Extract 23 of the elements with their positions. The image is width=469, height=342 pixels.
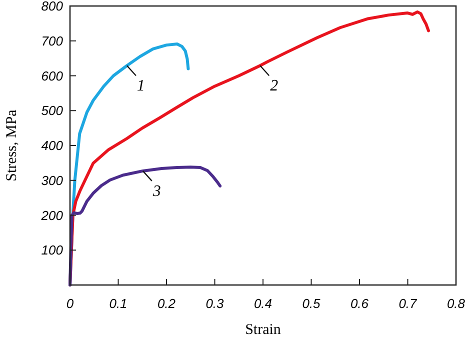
y-tick-label: 400 <box>41 138 64 153</box>
x-tick-label: 0 <box>66 296 74 311</box>
x-tick-label: 0.8 <box>446 296 466 311</box>
y-tick-label: 300 <box>41 172 64 188</box>
y-tick-label: 500 <box>41 103 64 118</box>
x-tick-label: 0.2 <box>157 296 176 311</box>
annotation: 2 <box>270 78 278 95</box>
x-tick-label: 0.5 <box>302 296 322 311</box>
y-axis-title: Stress, MPa <box>4 109 20 182</box>
y-tick-label: 200 <box>40 208 64 223</box>
y-tick-label: 800 <box>41 0 64 14</box>
x-tick-label: 0.7 <box>398 296 418 311</box>
y-tick-label: 100 <box>41 242 64 258</box>
annotation: 3 <box>152 182 161 200</box>
x-axis-title: Strain <box>245 322 282 338</box>
x-tick-label: 0.4 <box>254 296 272 311</box>
annotation: 1 <box>136 78 145 95</box>
line-series <box>68 166 222 286</box>
x-tick-label: 0.3 <box>206 296 225 311</box>
x-tick-label: 0.6 <box>350 296 370 311</box>
y-tick-label: 700 <box>41 33 64 48</box>
y-tick-label: 600 <box>41 68 64 84</box>
x-tick-label: 0.1 <box>109 296 128 311</box>
